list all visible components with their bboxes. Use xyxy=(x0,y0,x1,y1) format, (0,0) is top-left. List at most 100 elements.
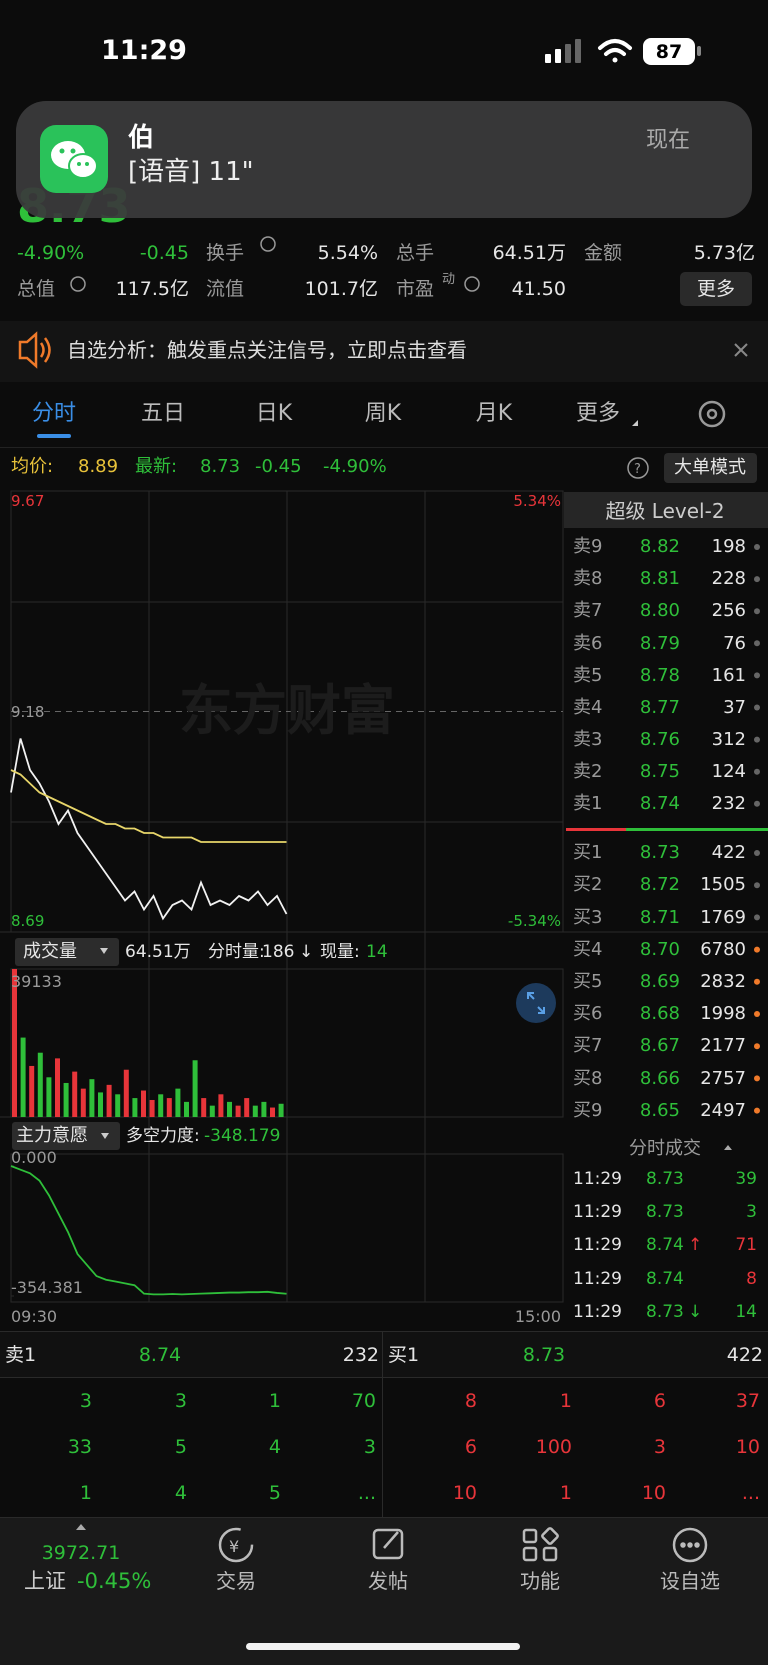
stat-label: 总手 xyxy=(396,241,435,264)
volume-total: 64.51万 xyxy=(125,941,191,962)
tab[interactable]: 更多 xyxy=(575,400,621,426)
book-volume: 422 xyxy=(711,842,746,864)
volume-bar xyxy=(278,1103,284,1117)
book-dot xyxy=(754,800,760,807)
trade-time: 11:29 xyxy=(573,1168,622,1189)
tab[interactable]: 周K xyxy=(364,400,402,426)
tab-bar xyxy=(0,1517,768,1665)
bottom-book-label: 买1 xyxy=(388,1343,420,1366)
fund-dropdown-bg[interactable] xyxy=(12,1122,120,1150)
stat-value: 101.7亿 xyxy=(304,277,378,300)
expand-icon xyxy=(527,992,545,1014)
trade-price: 8.74 xyxy=(646,1235,684,1256)
x-tick-label: 15:00 xyxy=(514,1307,561,1327)
book-label: 卖6 xyxy=(573,632,603,654)
last-label: 最新: xyxy=(135,456,178,478)
stat-label: 市盈 xyxy=(396,277,435,300)
volume-dropdown-bg[interactable] xyxy=(15,938,119,966)
book-label: 买8 xyxy=(573,1067,603,1089)
order-size: 3 xyxy=(363,1435,376,1458)
volume-bar xyxy=(115,1094,121,1117)
book-volume: 232 xyxy=(711,793,746,814)
book-label: 卖7 xyxy=(573,600,603,622)
book-dot xyxy=(754,544,760,550)
book-price: 8.70 xyxy=(639,938,680,960)
book-price: 8.82 xyxy=(639,536,680,558)
volume-bar xyxy=(244,1098,250,1117)
bottom-book-volume: 232 xyxy=(342,1343,379,1366)
book-price: 8.73 xyxy=(639,842,680,864)
tab-bar-item[interactable]: 发帖 xyxy=(368,1569,408,1593)
stat-value: 64.51万 xyxy=(492,241,566,264)
close-icon[interactable] xyxy=(734,343,748,357)
mode-button-bg[interactable] xyxy=(664,453,757,483)
dropdown-triangle xyxy=(100,948,108,954)
volume-bar xyxy=(227,1101,232,1117)
tab-bar-item[interactable]: 设自选 xyxy=(660,1569,720,1593)
last-value: 8.73 xyxy=(200,456,241,478)
tab[interactable]: 月K xyxy=(475,400,513,426)
trades-title[interactable]: 分时成交 xyxy=(629,1138,701,1160)
trade-time: 11:29 xyxy=(573,1268,622,1289)
settings-icon[interactable] xyxy=(698,400,726,428)
stat-label: 流值 xyxy=(206,277,245,300)
order-size: 70 xyxy=(351,1389,376,1412)
trade-volume: 14 xyxy=(735,1302,757,1322)
volume-title[interactable]: 成交量 xyxy=(23,941,77,963)
tab-bar-item[interactable]: 交易 xyxy=(216,1569,256,1593)
more-button-bg[interactable] xyxy=(680,272,752,306)
help-icon[interactable] xyxy=(627,457,649,479)
minute-volume: 186 xyxy=(262,941,295,962)
fund-line xyxy=(10,1165,287,1296)
book-dot xyxy=(754,882,760,889)
book-volume: 312 xyxy=(711,728,746,750)
speaker-icon xyxy=(18,331,51,369)
tab-bar-item[interactable]: 功能 xyxy=(520,1569,560,1593)
volume-bar xyxy=(46,1077,52,1117)
banner-text[interactable]: 自选分析：触发重点关注信号，立即点击查看 xyxy=(67,338,467,362)
current-volume: 14 xyxy=(366,941,388,962)
book-price: 8.78 xyxy=(639,664,680,686)
info-icons xyxy=(70,236,649,479)
order-size: 8 xyxy=(464,1389,477,1412)
book-price: 8.75 xyxy=(639,760,680,782)
help-mark: ? xyxy=(634,462,641,477)
book-volume: 1998 xyxy=(700,1003,746,1025)
stat-superscript: 动 xyxy=(442,272,456,288)
volume-bar xyxy=(166,1098,172,1117)
book-volume: 2497 xyxy=(700,1099,746,1121)
y-tick-label: -354.381 xyxy=(11,1278,83,1298)
tab[interactable]: 五日 xyxy=(140,400,186,426)
book-volume: 1505 xyxy=(700,874,746,896)
book-price: 8.67 xyxy=(639,1035,680,1057)
index-value[interactable]: 3972.71 xyxy=(41,1541,121,1564)
last-change-pct: -4.90% xyxy=(323,456,387,478)
tab[interactable]: 日K xyxy=(255,400,293,426)
order-size: 1 xyxy=(559,1389,572,1412)
signal-icon xyxy=(545,39,581,63)
bottom-book-label: 卖1 xyxy=(5,1343,37,1366)
notification[interactable]: 伯 [语音] 11" 现在 xyxy=(16,101,752,218)
order-size: 1 xyxy=(268,1389,281,1412)
order-size: 5 xyxy=(268,1481,281,1504)
fund-title[interactable]: 主力意愿 xyxy=(16,1125,88,1147)
order-size: 3 xyxy=(79,1389,92,1412)
bottom-book-price: 8.74 xyxy=(138,1343,182,1366)
order-size: 4 xyxy=(174,1481,187,1504)
collapse-triangle[interactable] xyxy=(724,1145,732,1150)
order-size: 6 xyxy=(464,1435,477,1458)
expand-button[interactable] xyxy=(516,983,556,1023)
battery-icon xyxy=(643,38,695,65)
divider-green xyxy=(626,828,768,831)
book-volume: 2832 xyxy=(700,971,746,992)
order-size: 1 xyxy=(79,1481,92,1504)
y-tick-label: 39133 xyxy=(11,972,62,992)
index-change: -0.45% xyxy=(77,1569,152,1594)
book-label: 买4 xyxy=(573,938,603,960)
book-label: 卖4 xyxy=(573,696,603,718)
tab[interactable]: 分时 xyxy=(31,400,77,426)
more-button[interactable]: 更多 xyxy=(696,277,736,300)
x-tick-label: 09:30 xyxy=(11,1307,58,1327)
mode-button[interactable]: 大单模式 xyxy=(674,457,746,479)
order-size: 5 xyxy=(174,1435,187,1458)
